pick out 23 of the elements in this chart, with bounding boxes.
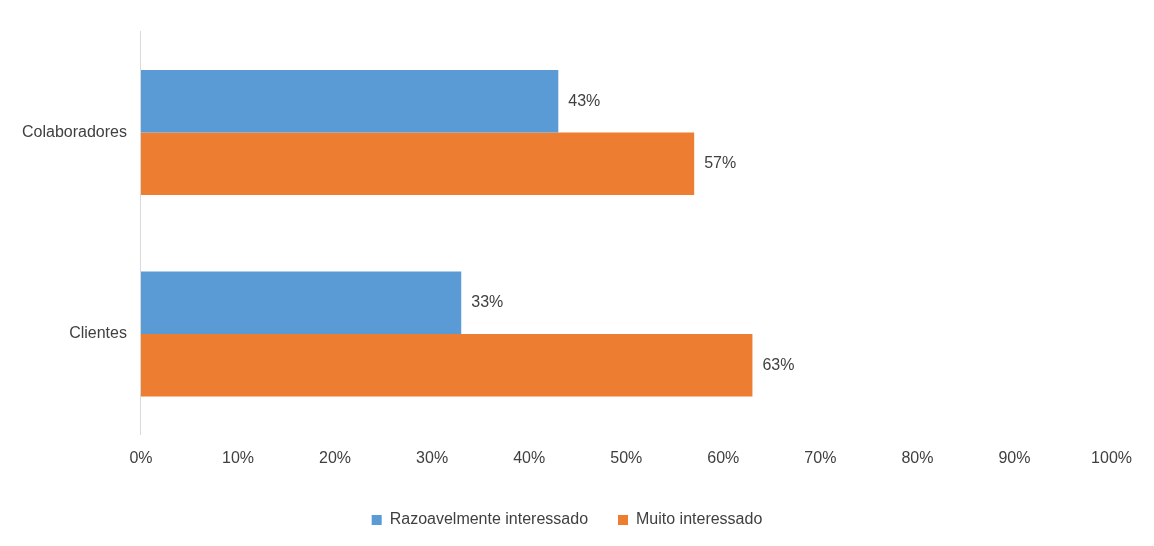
bar [140, 132, 695, 195]
legend-label: Razoavelmente interessado [389, 510, 589, 528]
x-tick-label: 70% [804, 448, 837, 466]
x-tick-label: 100% [1091, 448, 1132, 466]
x-tick-label: 0% [129, 448, 153, 466]
bar [140, 69, 559, 133]
data-label: 33% [471, 293, 504, 311]
bar [140, 334, 753, 397]
data-label: 63% [762, 355, 795, 373]
y-tick-label: Colaboradores [22, 122, 127, 140]
y-tick-label: Clientes [69, 324, 127, 342]
data-label: 57% [704, 154, 737, 172]
data-label: 43% [568, 91, 601, 109]
x-tick-label: 80% [901, 448, 934, 466]
x-tick-label: 50% [610, 448, 643, 466]
x-tick-label: 60% [707, 448, 740, 466]
x-tick-label: 30% [416, 448, 449, 466]
x-tick-label: 20% [319, 448, 352, 466]
x-tick-label: 90% [998, 448, 1031, 466]
x-tick-label: 10% [222, 448, 255, 466]
bar [140, 271, 462, 334]
x-tick-label: 40% [513, 448, 546, 466]
legend-label: Muito interessado [636, 510, 763, 528]
